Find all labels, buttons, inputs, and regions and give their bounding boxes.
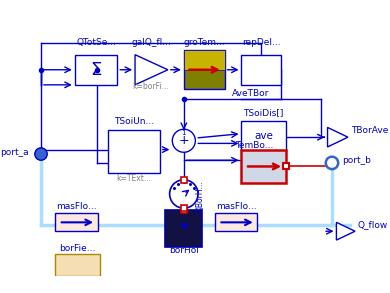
- Text: AveTBor: AveTBor: [232, 89, 269, 98]
- Text: QTotSe...: QTotSe...: [76, 38, 116, 47]
- Text: k=TExt...: k=TExt...: [117, 174, 152, 183]
- Text: TSoiDis[]: TSoiDis[]: [243, 108, 284, 117]
- Bar: [241, 121, 286, 152]
- Text: QBorH...: QBorH...: [195, 180, 204, 212]
- Polygon shape: [135, 55, 168, 85]
- Bar: [55, 254, 99, 276]
- Circle shape: [326, 157, 338, 169]
- Text: TemBo...: TemBo...: [235, 141, 273, 150]
- Text: repDel...: repDel...: [242, 38, 280, 47]
- Text: TBorAve: TBorAve: [351, 127, 389, 135]
- Bar: [108, 130, 160, 173]
- Bar: [184, 50, 225, 70]
- Text: masFlo...: masFlo...: [216, 202, 257, 211]
- Text: borFie...: borFie...: [59, 243, 96, 253]
- Circle shape: [172, 129, 195, 152]
- Bar: [241, 55, 280, 85]
- Text: groTem...: groTem...: [183, 38, 225, 47]
- Text: 1: 1: [182, 130, 186, 136]
- Text: TSoiUn...: TSoiUn...: [114, 117, 154, 126]
- Polygon shape: [337, 222, 355, 240]
- Text: ave: ave: [254, 131, 273, 141]
- Circle shape: [170, 180, 198, 208]
- Text: gaIQ_fl...: gaIQ_fl...: [131, 38, 171, 47]
- Text: borHol: borHol: [169, 246, 199, 255]
- Circle shape: [35, 148, 47, 160]
- Bar: [184, 50, 225, 89]
- Polygon shape: [328, 127, 348, 147]
- Bar: [241, 150, 286, 183]
- Text: Q_flow: Q_flow: [358, 221, 388, 229]
- Text: port_b: port_b: [343, 156, 372, 165]
- Text: Σ: Σ: [90, 61, 102, 79]
- Bar: [165, 210, 202, 247]
- Bar: [215, 214, 257, 231]
- Text: port_a: port_a: [0, 148, 28, 157]
- Bar: [55, 214, 98, 231]
- Bar: [75, 55, 117, 85]
- Text: k=borFi...: k=borFi...: [133, 82, 169, 91]
- Text: masFlo...: masFlo...: [56, 202, 97, 211]
- Text: +: +: [179, 134, 189, 147]
